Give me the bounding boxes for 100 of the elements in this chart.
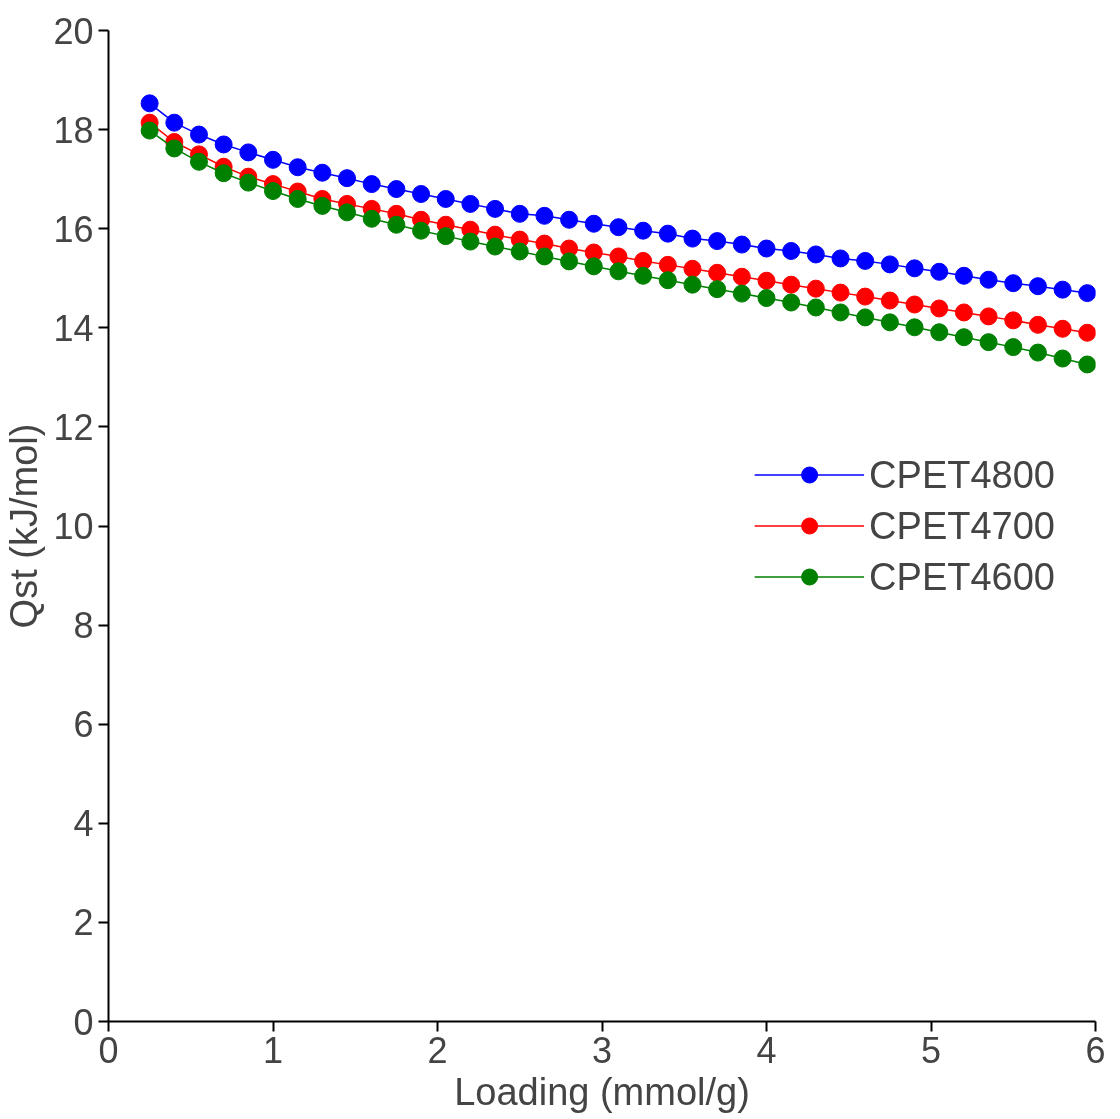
point (831, 283, 850, 302)
x-axis-title: Loading (mmol/g) (454, 1070, 750, 1113)
point (338, 169, 357, 188)
point (1053, 280, 1072, 299)
point (387, 215, 406, 234)
point (412, 185, 431, 203)
point (732, 267, 751, 286)
point (979, 333, 998, 352)
point (338, 203, 357, 222)
point (658, 255, 677, 274)
point (1004, 311, 1023, 330)
point (436, 189, 455, 208)
point (189, 125, 208, 144)
point (584, 214, 603, 233)
point (683, 229, 702, 248)
y-tick-label: 4 (73, 803, 94, 845)
point (782, 242, 801, 260)
point (560, 252, 579, 271)
point (1028, 277, 1047, 296)
y-tick-label: 12 (53, 406, 94, 448)
point (584, 257, 603, 276)
point (214, 164, 233, 183)
point (634, 221, 653, 240)
point (1004, 338, 1023, 357)
y-axis-title: Qst (kJ/mol) (3, 423, 46, 629)
y-tick-label: 10 (53, 506, 94, 547)
point (140, 121, 159, 140)
point (634, 251, 653, 270)
point (264, 182, 282, 201)
point (165, 139, 184, 158)
point (930, 262, 949, 281)
point (954, 328, 973, 347)
point (979, 307, 998, 326)
y-tick-label: 8 (73, 605, 94, 647)
point (905, 259, 924, 278)
point (609, 218, 628, 237)
x-tick-label: 4 (756, 1029, 777, 1071)
point (535, 247, 554, 266)
point (708, 263, 727, 282)
point (1078, 284, 1096, 303)
point (1053, 319, 1072, 338)
point (609, 262, 628, 281)
point (609, 247, 628, 266)
point (880, 255, 899, 274)
legend-label: CPET4700 (869, 504, 1055, 547)
point (683, 259, 702, 278)
point (757, 289, 776, 308)
point (412, 221, 431, 240)
point (313, 196, 332, 215)
point (140, 94, 159, 113)
point (486, 237, 505, 256)
point (486, 199, 505, 218)
point (1078, 323, 1096, 342)
point (1078, 355, 1096, 374)
point (634, 266, 653, 285)
point (461, 232, 480, 251)
point (510, 242, 529, 261)
point (436, 227, 455, 246)
legend-label: CPET4600 (869, 555, 1055, 598)
point (214, 135, 233, 154)
point (708, 232, 727, 251)
x-tick-label: 5 (920, 1029, 942, 1071)
point (288, 158, 307, 177)
point (239, 143, 258, 162)
y-tick-label: 16 (53, 208, 94, 250)
point (165, 113, 184, 132)
point (313, 163, 332, 182)
point (461, 194, 480, 213)
point (757, 271, 776, 290)
point (387, 180, 406, 199)
point (856, 287, 875, 306)
point (954, 266, 973, 285)
point (782, 293, 801, 312)
x-tick-label: 2 (427, 1029, 448, 1071)
point (806, 245, 825, 264)
point (288, 189, 307, 208)
point (683, 275, 702, 294)
point (905, 295, 924, 314)
y-tick-label: 18 (53, 109, 94, 151)
point (189, 152, 208, 171)
point (757, 239, 776, 258)
point (880, 313, 899, 332)
point (806, 279, 825, 298)
point (362, 175, 381, 194)
point (954, 303, 973, 322)
point (856, 251, 875, 270)
point (831, 303, 850, 322)
point (782, 275, 801, 294)
point (535, 206, 554, 225)
point (732, 235, 751, 254)
point (1053, 349, 1072, 368)
point (264, 150, 282, 169)
y-tick-label: 14 (53, 307, 94, 349)
point (880, 291, 899, 310)
point (510, 204, 529, 223)
point (1028, 343, 1047, 362)
point (979, 270, 998, 289)
point (362, 209, 381, 228)
point (560, 210, 579, 229)
point (239, 173, 258, 192)
